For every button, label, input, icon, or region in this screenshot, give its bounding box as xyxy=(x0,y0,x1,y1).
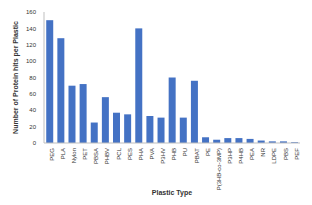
svg-text:Plastic Type: Plastic Type xyxy=(152,189,192,197)
svg-text:Number of Protein hits per Pla: Number of Protein hits per Plastic xyxy=(12,21,20,134)
svg-text:PHA: PHA xyxy=(138,148,144,160)
svg-text:P4HB: P4HB xyxy=(238,148,244,164)
svg-text:PU: PU xyxy=(182,148,188,156)
svg-text:PVA: PVA xyxy=(149,148,155,160)
svg-text:160: 160 xyxy=(26,9,37,15)
svg-text:40: 40 xyxy=(29,107,36,113)
svg-text:80: 80 xyxy=(29,75,36,81)
svg-text:PES: PES xyxy=(127,148,133,160)
svg-text:PLA: PLA xyxy=(60,148,66,159)
svg-text:0: 0 xyxy=(33,140,37,146)
svg-text:LDPE: LDPE xyxy=(271,148,277,164)
svg-text:Nylon: Nylon xyxy=(71,148,77,163)
svg-text:140: 140 xyxy=(26,26,37,32)
svg-text:PHBV: PHBV xyxy=(104,148,110,164)
svg-text:P3HP: P3HP xyxy=(227,148,233,164)
svg-text:PEG: PEG xyxy=(49,148,55,161)
svg-text:PHB: PHB xyxy=(171,148,177,160)
svg-text:20: 20 xyxy=(29,124,36,130)
svg-text:P(3HB-co-3MP): P(3HB-co-3MP) xyxy=(216,148,222,190)
svg-text:P3HV: P3HV xyxy=(160,148,166,164)
svg-text:60: 60 xyxy=(29,91,36,97)
svg-text:100: 100 xyxy=(26,58,37,64)
svg-text:NR: NR xyxy=(260,147,266,156)
svg-text:120: 120 xyxy=(26,42,37,48)
svg-text:PBAT: PBAT xyxy=(194,148,200,164)
svg-text:PBS: PBS xyxy=(283,148,289,160)
svg-text:PEF: PEF xyxy=(294,148,300,160)
svg-text:PCL: PCL xyxy=(116,147,122,159)
svg-text:PBSA: PBSA xyxy=(93,148,99,164)
svg-text:PET: PET xyxy=(82,148,88,160)
svg-text:PEA: PEA xyxy=(249,148,255,160)
svg-text:PE: PE xyxy=(205,148,211,156)
